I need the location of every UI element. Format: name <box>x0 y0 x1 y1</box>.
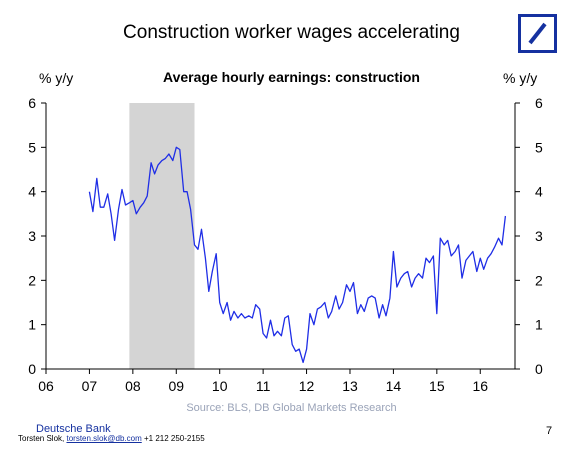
y-tick-label-right: 2 <box>535 272 543 288</box>
series-line <box>88 146 507 364</box>
chart-title: Average hourly earnings: construction <box>163 69 420 85</box>
y-axis-label-right: % y/y <box>503 70 538 86</box>
source-note: Source: BLS, DB Global Markets Research <box>186 402 397 414</box>
y-tick-label-left: 0 <box>28 361 36 377</box>
y-tick-label-right: 6 <box>535 95 543 111</box>
x-tick-label: 09 <box>168 378 184 394</box>
x-tick-label: 13 <box>342 378 358 394</box>
y-tick-label-left: 6 <box>28 95 36 111</box>
brand-name: Deutsche Bank <box>36 423 111 435</box>
page-number: 7 <box>546 425 553 437</box>
x-tick-label: 16 <box>472 378 488 394</box>
y-axis-label-left: % y/y <box>39 70 74 86</box>
x-tick-label: 08 <box>125 378 141 394</box>
y-tick-label-left: 5 <box>28 139 36 155</box>
contact-email-link[interactable]: torsten.slok@db.com <box>66 434 142 443</box>
y-tick-label-right: 4 <box>535 184 543 200</box>
y-tick-label-right: 0 <box>535 361 543 377</box>
x-tick-label: 12 <box>299 378 315 394</box>
y-tick-label-left: 1 <box>28 317 36 333</box>
y-tick-label-right: 5 <box>535 139 543 155</box>
contact-name: Torsten Slok, <box>18 434 65 443</box>
contact-line: Torsten Slok, torsten.slok@db.com +1 212… <box>18 434 205 443</box>
y-tick-label-left: 3 <box>28 228 36 244</box>
x-tick-label: 06 <box>38 378 54 394</box>
contact-phone: +1 212 250-2155 <box>143 434 205 443</box>
x-tick-label: 10 <box>212 378 228 394</box>
x-tick-label: 15 <box>429 378 445 394</box>
y-tick-label-right: 1 <box>535 317 543 333</box>
page-title: Construction worker wages accelerating <box>123 22 460 43</box>
recession-band <box>129 103 195 369</box>
y-tick-label-left: 4 <box>28 184 36 200</box>
y-tick-label-right: 3 <box>535 228 543 244</box>
slash-icon <box>528 22 547 45</box>
x-tick-label: 11 <box>256 378 271 394</box>
x-tick-label: 07 <box>82 378 98 394</box>
y-tick-label-left: 2 <box>28 272 36 288</box>
x-tick-label: 14 <box>386 378 402 394</box>
deutsche-bank-logo <box>518 14 557 53</box>
